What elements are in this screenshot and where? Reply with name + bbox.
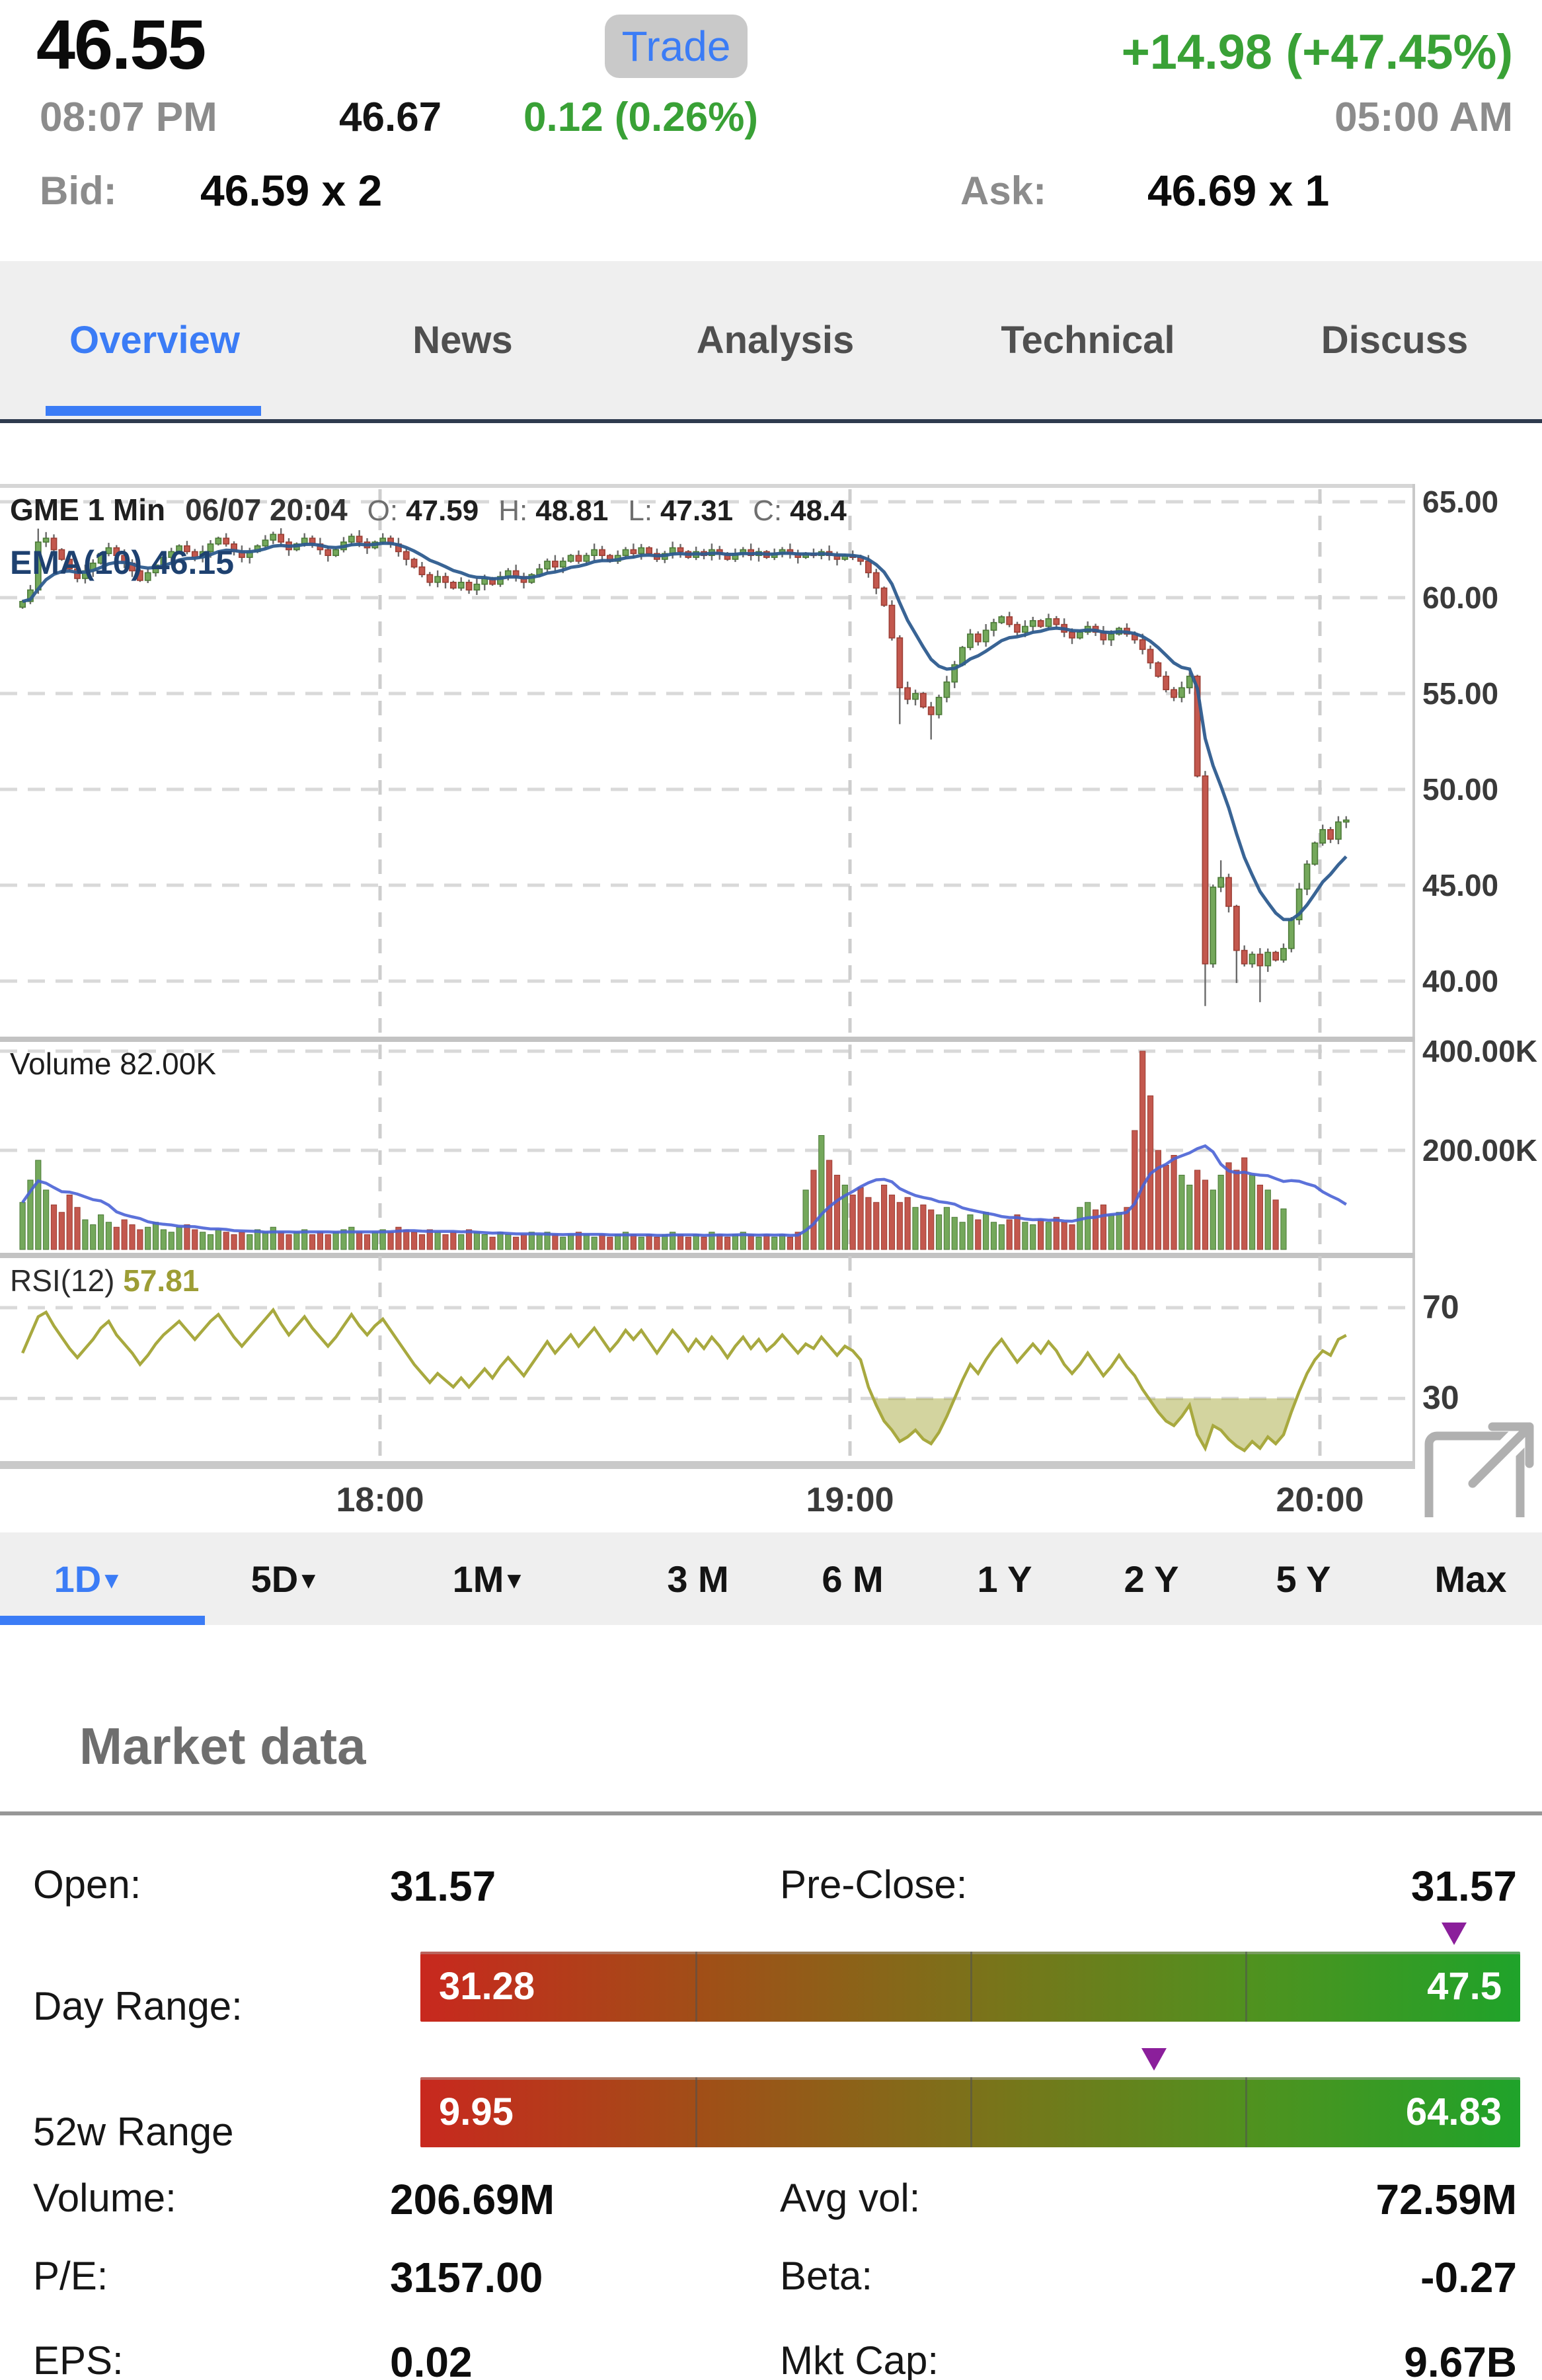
mktcap-value: 9.67B [1404,2338,1517,2380]
day-range-marker [1442,1923,1467,1945]
tab-technical[interactable]: Technical [1001,319,1175,362]
svg-text:55.00: 55.00 [1422,676,1498,711]
mktcap-label: Mkt Cap: [780,2338,939,2380]
bid-label: Bid: [40,169,117,213]
active-range-underline [0,1616,205,1625]
week52-range-low: 9.95 [439,2090,514,2133]
range-1y[interactable]: 1 Y [977,1558,1032,1600]
quote-time-left: 08:07 PM [40,95,217,140]
trade-button[interactable]: Trade [605,15,748,78]
pe-value: 3157.00 [390,2254,543,2301]
tab-overview[interactable]: Overview [69,319,240,362]
open-label: Open: [33,1862,141,1907]
tab-news[interactable]: News [412,319,513,362]
svg-text:45.00: 45.00 [1422,868,1498,902]
low-value: 47.31 [660,495,734,527]
preclose-value: 31.57 [1410,1862,1517,1910]
chart-datetime: 06/07 20:04 [185,493,348,527]
volume-value: 206.69M [390,2176,555,2223]
day-range-label: Day Range: [33,1984,243,2028]
tab-analysis[interactable]: Analysis [696,319,855,362]
rsi-indicator-label: RSI(12) 57.81 [10,1263,200,1298]
range-5y[interactable]: 5 Y [1276,1558,1331,1600]
eps-label: EPS: [33,2338,124,2380]
chart-ohlc-header: GME 1 Min 06/07 20:04 O: 47.59 H: 48.81 … [10,492,847,528]
beta-value: -0.27 [1420,2254,1517,2301]
market-data-heading: Market data [79,1717,366,1775]
week52-range-label: 52w Range [33,2110,234,2154]
ema-indicator-label: EMA(10) 46.15 [10,544,235,581]
svg-text:60.00: 60.00 [1422,580,1498,615]
week52-range-high: 64.83 [1405,2090,1502,2133]
section-tab-bar: Overview News Analysis Technical Discuss [0,261,1542,423]
caret-down-icon: ▾ [302,1566,315,1594]
svg-text:70: 70 [1422,1289,1459,1326]
svg-text:400.00K: 400.00K [1422,1034,1537,1068]
active-tab-underline [46,406,261,416]
week52-range-marker [1141,2048,1167,2071]
svg-text:65.00: 65.00 [1422,485,1498,519]
avgvol-value: 72.59M [1375,2176,1517,2223]
caret-down-icon: ▾ [105,1566,118,1594]
chart-symbol-interval: GME 1 Min [10,493,166,527]
week52-range-bar: 9.95 64.83 [420,2077,1520,2147]
close-value: 48.4 [790,495,847,527]
volume-indicator-label: Volume 82.00K [10,1047,217,1081]
price-chart[interactable]: 65.00 60.00 55.00 50.00 45.00 40.00 400.00K 200… [0,483,1542,1517]
extended-price: 46.67 [339,95,442,140]
range-1d[interactable]: 1D ▾ [54,1558,118,1600]
close-label: C: [753,495,783,527]
volume-label: Volume: [33,2176,176,2220]
range-1m[interactable]: 1M ▾ [452,1558,521,1600]
open-value: 47.59 [406,495,479,527]
open-value: 31.57 [390,1862,496,1910]
preclose-label: Pre-Close: [780,1862,968,1907]
eps-value: 0.02 [390,2338,473,2380]
caret-down-icon: ▾ [508,1566,521,1594]
pe-label: P/E: [33,2254,108,2298]
svg-text:30: 30 [1422,1379,1459,1416]
time-range-bar: 1D ▾ 5D ▾ 1M ▾ 3 M 6 M 1 Y 2 Y 5 Y Max [0,1532,1542,1625]
price-change: +14.98 (+47.45%) [1121,24,1513,79]
ask-value: 46.69 x 1 [1147,166,1330,215]
range-max[interactable]: Max [1434,1558,1507,1600]
svg-text:18:00: 18:00 [336,1481,424,1517]
svg-text:20:00: 20:00 [1276,1481,1364,1517]
divider [0,1811,1542,1815]
range-5d[interactable]: 5D ▾ [251,1558,315,1600]
extended-change: 0.12 (0.26%) [523,95,758,140]
day-range-bar: 31.28 47.5 [420,1952,1520,2022]
last-price: 46.55 [36,6,206,84]
open-label: O: [367,495,399,527]
svg-text:50.00: 50.00 [1422,772,1498,807]
svg-text:40.00: 40.00 [1422,964,1498,998]
high-label: H: [498,495,528,527]
ask-label: Ask: [960,169,1047,213]
beta-label: Beta: [780,2254,873,2298]
svg-text:19:00: 19:00 [806,1481,894,1517]
range-3m[interactable]: 3 M [667,1558,729,1600]
day-range-high: 47.5 [1427,1965,1502,2008]
bid-value: 46.59 x 2 [200,166,383,215]
svg-text:200.00K: 200.00K [1422,1133,1537,1168]
day-range-low: 31.28 [439,1965,535,2008]
range-6m[interactable]: 6 M [822,1558,884,1600]
low-label: L: [628,495,653,527]
tab-bar-baseline [0,419,1542,423]
high-value: 48.81 [535,495,609,527]
avgvol-label: Avg vol: [780,2176,921,2220]
quote-time-right: 05:00 AM [1334,95,1513,140]
range-2y[interactable]: 2 Y [1124,1558,1179,1600]
tab-discuss[interactable]: Discuss [1321,319,1469,362]
